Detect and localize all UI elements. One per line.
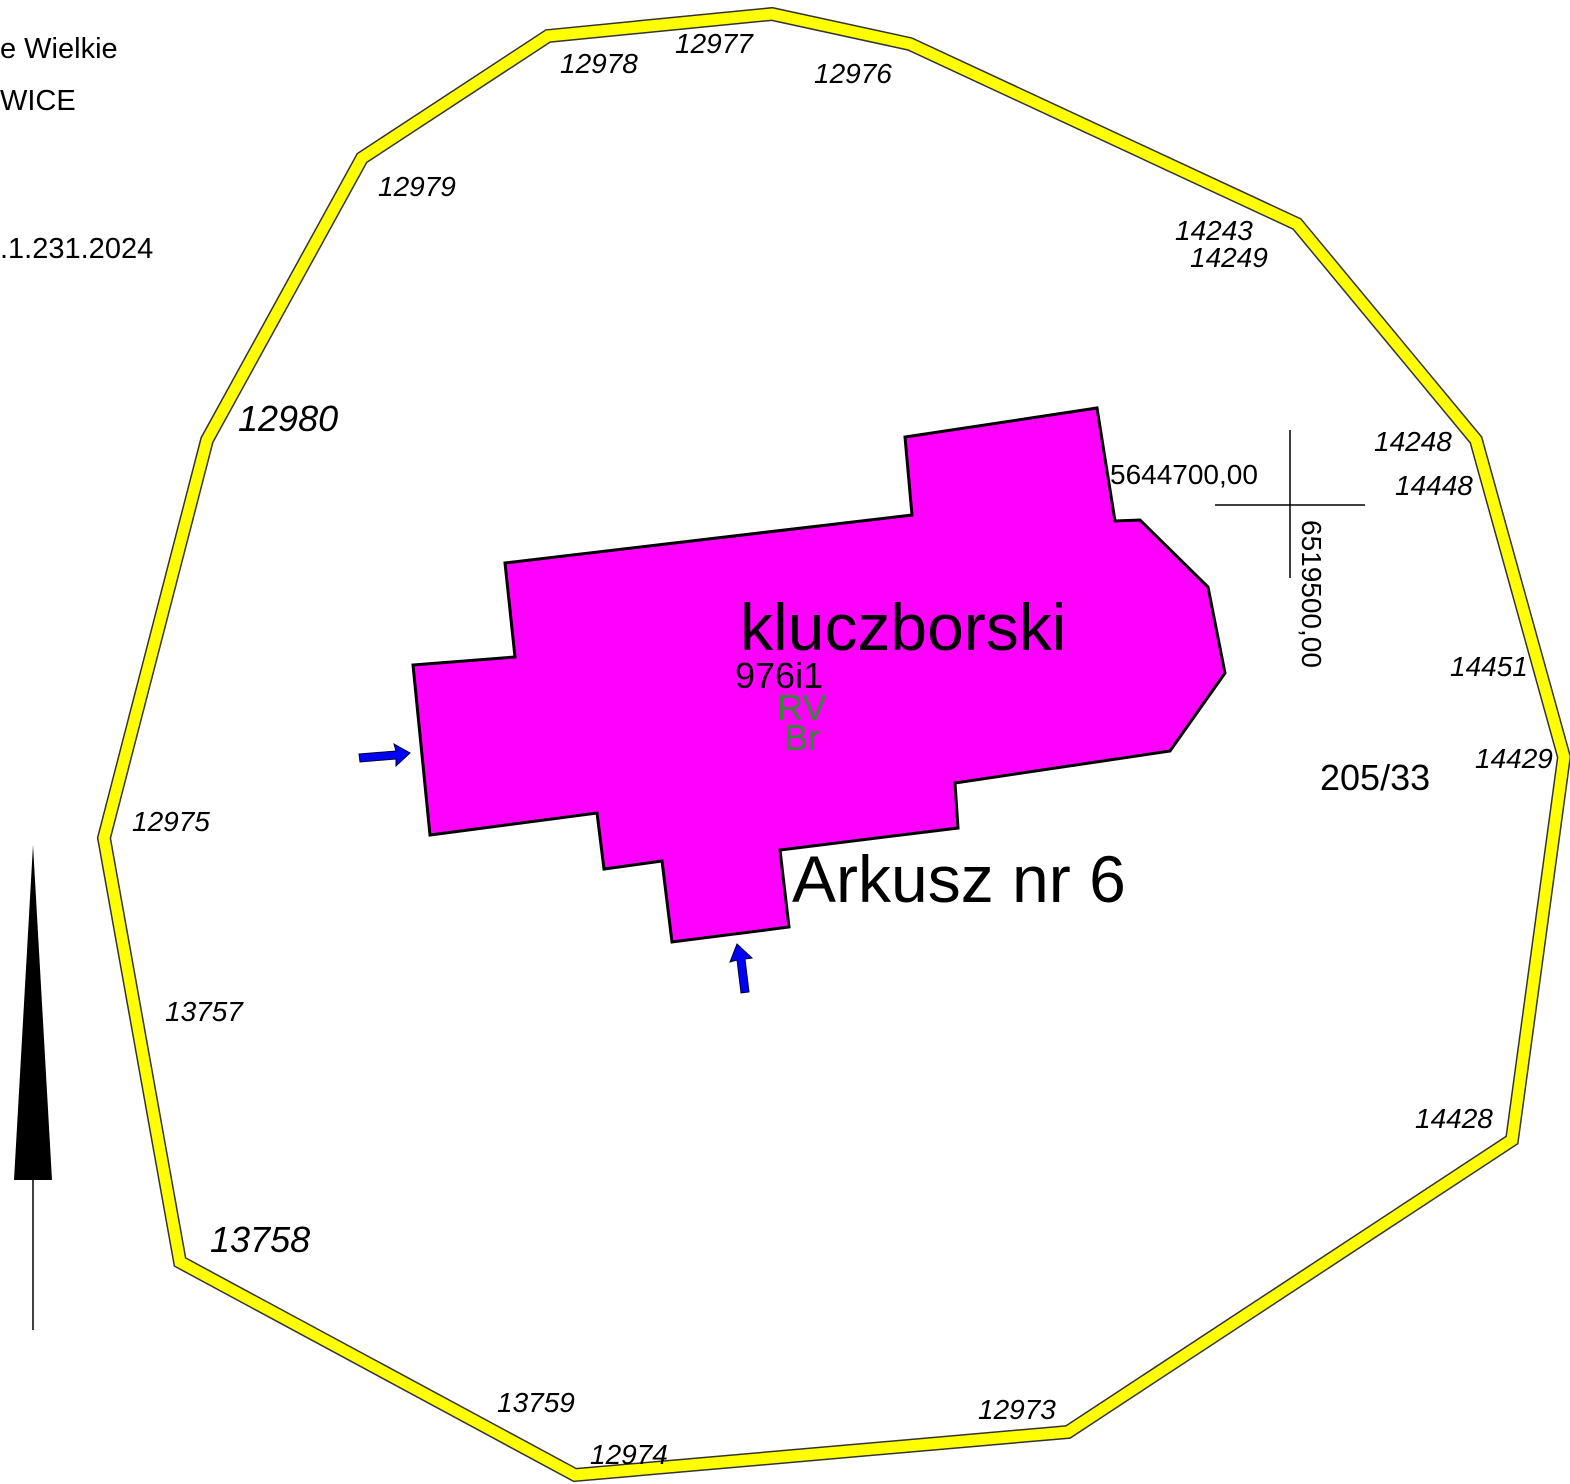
- parcel-label: 14248: [1374, 426, 1452, 457]
- land-use: RV: [777, 687, 826, 728]
- parcel-label: 14448: [1395, 470, 1473, 501]
- header-line: WICE: [0, 85, 76, 117]
- parcel-label: 14249: [1190, 242, 1268, 273]
- coord-x: 5644700,00: [1110, 459, 1258, 490]
- entry-arrow: [729, 943, 754, 994]
- coord-y: 6519500,00: [1296, 520, 1327, 668]
- parcel-label: 13759: [497, 1387, 575, 1418]
- parcel-label: 12979: [378, 171, 456, 202]
- parcel-label: 12976: [814, 58, 892, 89]
- sheet-label: Arkusz nr 6: [792, 842, 1126, 916]
- buffer-zone-fill: [98, 8, 1570, 1481]
- entry-arrow: [358, 742, 411, 768]
- parcel-label: 14429: [1475, 743, 1553, 774]
- neighbor-plot: 205/33: [1320, 757, 1430, 798]
- parcel-label: 14451: [1450, 651, 1528, 682]
- land-use: Br: [784, 717, 820, 758]
- parcel-label: 14428: [1415, 1103, 1493, 1134]
- north-arrow: [14, 845, 52, 1180]
- parcel-label: 13757: [165, 996, 244, 1027]
- building: [411, 406, 1227, 944]
- parcel-label: 12980: [238, 398, 338, 439]
- header-line: e Wielkie: [0, 33, 118, 65]
- parcel-label: 12978: [560, 48, 638, 79]
- parcel-label: 12977: [675, 28, 754, 59]
- parcel-label: 12975: [132, 806, 210, 837]
- parcel-label: 12974: [590, 1439, 668, 1470]
- district-label: kluczborski: [740, 590, 1066, 664]
- parcel-label: 12973: [978, 1394, 1056, 1425]
- parcel-label: 13758: [210, 1219, 310, 1260]
- parcel-label: 14243: [1175, 215, 1253, 246]
- plot-label: 976i1: [735, 655, 823, 696]
- header-line: .1.231.2024: [0, 233, 153, 265]
